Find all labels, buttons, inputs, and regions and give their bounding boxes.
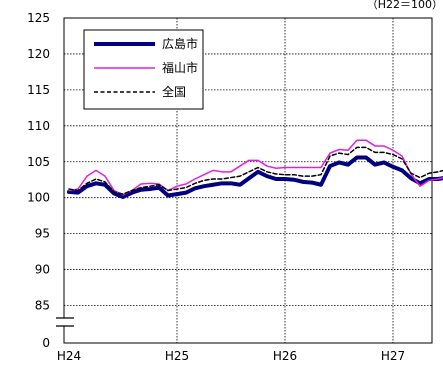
x-tick-label-H25: H25 xyxy=(165,349,189,363)
y-tick-label-100: 100 xyxy=(27,191,50,205)
y-tick-label-120: 120 xyxy=(27,47,50,61)
unit-note: （H22＝100） xyxy=(367,0,443,11)
legend-label-1: 広島市 xyxy=(162,36,198,51)
legend-label-3: 全国 xyxy=(162,84,186,99)
series-line-1 xyxy=(67,155,443,199)
y-tick-label-105: 105 xyxy=(27,155,50,169)
x-tick-label-H27: H27 xyxy=(381,349,405,363)
y-tick-label-0: 0 xyxy=(42,336,50,350)
x-tick-label-H24: H24 xyxy=(57,349,81,363)
y-tick-label-85: 85 xyxy=(35,299,50,313)
y-tick-label-110: 110 xyxy=(27,119,50,133)
x-tick-label-H26: H26 xyxy=(273,349,297,363)
axis-break-gap xyxy=(62,318,66,326)
axes: 0 85 90 95 100 105 110 115 120 125 H24 H25 H26 H27 xyxy=(27,11,405,363)
y-tick-label-95: 95 xyxy=(35,227,50,241)
series-line-3 xyxy=(68,146,443,195)
series-layer xyxy=(67,139,443,199)
legend-label-2: 福山市 xyxy=(162,60,198,75)
y-tick-label-90: 90 xyxy=(35,263,50,277)
y-tick-label-115: 115 xyxy=(27,83,50,97)
y-tick-label-125: 125 xyxy=(27,11,50,25)
